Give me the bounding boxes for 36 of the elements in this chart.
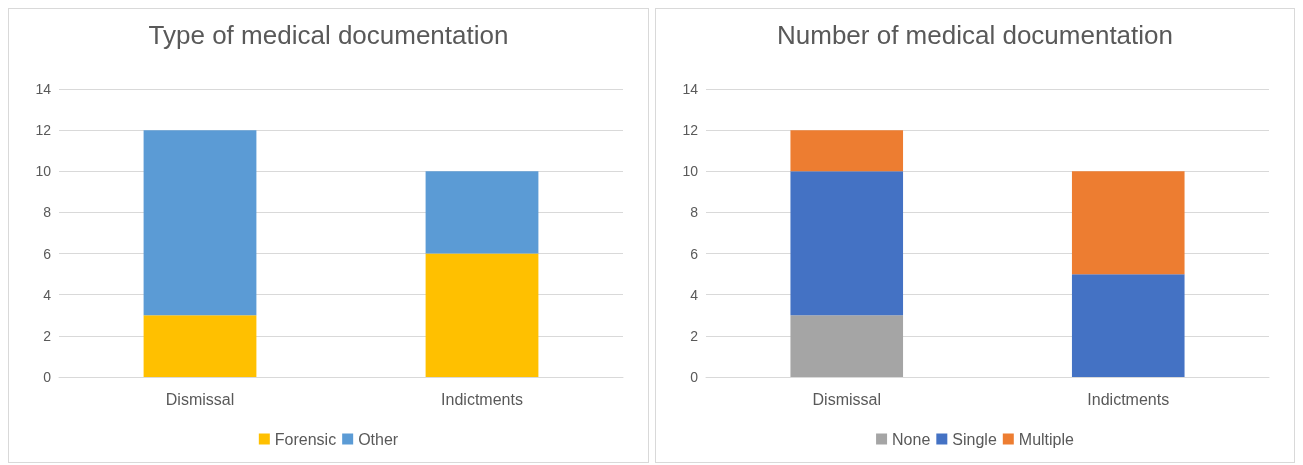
legend-label: Other xyxy=(358,430,399,448)
y-tick-label: 4 xyxy=(43,286,52,303)
bar xyxy=(143,130,257,316)
y-tick-label: 8 xyxy=(43,204,52,221)
bar xyxy=(1071,171,1185,275)
y-tick-label: 4 xyxy=(690,286,699,303)
y-tick-label: 8 xyxy=(690,204,699,221)
y-tick-label: 10 xyxy=(682,163,699,180)
y-tick-label: 2 xyxy=(690,327,699,344)
y-tick-label: 14 xyxy=(682,81,699,97)
x-tick-label: Dismissal xyxy=(165,390,235,408)
x-tick-label: Dismissal xyxy=(812,390,881,408)
legend-label: Multiple xyxy=(1018,430,1075,448)
legend-label: Forensic xyxy=(274,430,337,448)
y-tick-label: 6 xyxy=(690,245,699,262)
bar xyxy=(790,171,904,316)
y-tick-label: 14 xyxy=(35,81,52,97)
y-tick-label: 6 xyxy=(43,245,52,262)
y-tick-label: 10 xyxy=(35,163,52,180)
bar xyxy=(790,315,904,377)
y-tick-label: 0 xyxy=(43,369,52,385)
legend-label: Single xyxy=(952,430,997,448)
y-tick-label: 12 xyxy=(682,122,699,139)
y-tick-label: 12 xyxy=(35,122,52,139)
x-tick-label: Indictments xyxy=(1087,390,1170,408)
legend-label: None xyxy=(892,430,931,448)
x-tick-label: Indictments xyxy=(441,390,523,408)
y-tick-label: 0 xyxy=(690,369,699,385)
bar xyxy=(143,315,257,377)
bar xyxy=(1071,274,1185,377)
y-tick-label: 2 xyxy=(43,327,52,344)
bar xyxy=(425,253,539,377)
chart-title: Type of medical documentation xyxy=(148,20,509,50)
bar xyxy=(790,130,904,172)
chart-title: Number of medical documentation xyxy=(777,20,1173,50)
bar xyxy=(425,171,539,254)
